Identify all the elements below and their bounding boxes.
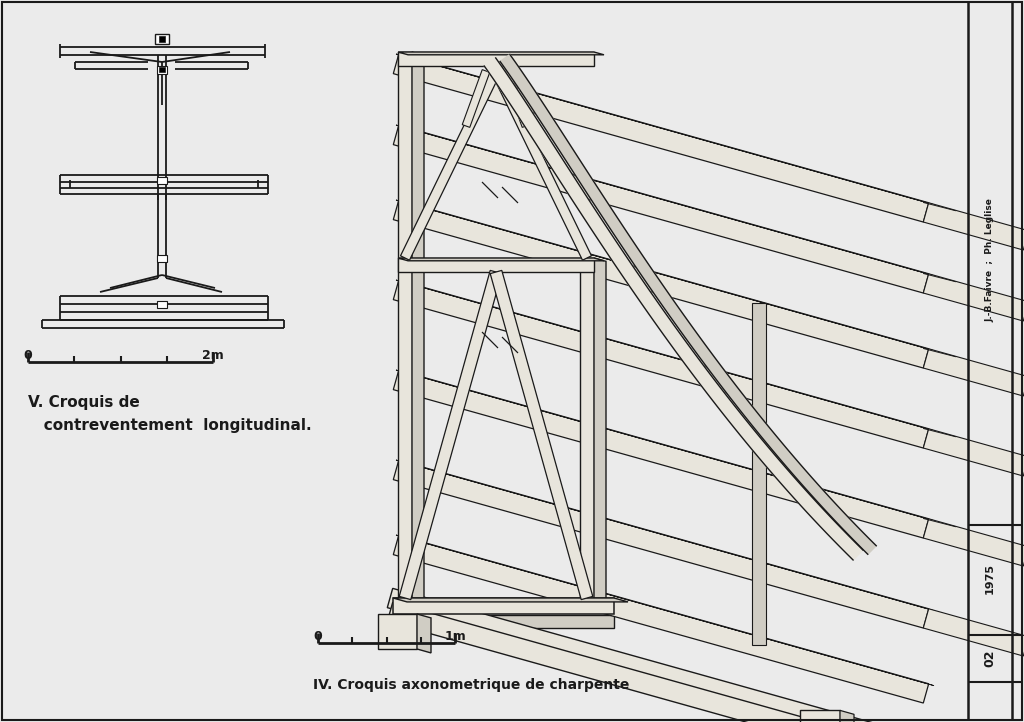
Polygon shape [924,429,1024,476]
Text: IV. Croquis axonometrique de charpente: IV. Croquis axonometrique de charpente [313,678,630,692]
Polygon shape [924,519,1024,566]
Bar [157,177,167,184]
Polygon shape [393,461,929,628]
Polygon shape [396,54,934,204]
Polygon shape [502,69,529,127]
Polygon shape [580,258,594,600]
Polygon shape [924,609,1024,656]
Polygon shape [752,303,766,645]
Polygon shape [387,588,923,722]
Text: 1975: 1975 [985,562,995,593]
Bar [159,36,165,42]
Polygon shape [417,614,431,653]
Polygon shape [393,370,929,538]
Polygon shape [492,69,592,260]
Bar [155,34,169,44]
Polygon shape [398,52,412,600]
Text: 0: 0 [313,630,323,643]
Polygon shape [412,52,424,604]
Text: 0: 0 [24,349,33,362]
Polygon shape [840,710,854,722]
Polygon shape [490,270,593,599]
Polygon shape [393,536,929,703]
Polygon shape [393,615,614,628]
Polygon shape [396,200,934,351]
Polygon shape [378,614,417,649]
Polygon shape [399,270,502,599]
Text: J.-B.Faivre  ;  Ph. Leglise: J.-B.Faivre ; Ph. Leglise [985,198,994,322]
Polygon shape [393,598,614,614]
Polygon shape [396,460,934,611]
Polygon shape [400,69,501,260]
Polygon shape [396,370,934,521]
Polygon shape [396,535,934,686]
Text: V. Croquis de: V. Croquis de [28,395,139,410]
Bar [157,66,167,74]
Polygon shape [484,58,863,560]
Polygon shape [393,280,929,448]
Polygon shape [393,201,929,368]
Polygon shape [924,203,1024,250]
Polygon shape [398,52,594,66]
Polygon shape [398,52,604,55]
Polygon shape [393,126,929,293]
Polygon shape [393,54,929,222]
Polygon shape [398,258,604,261]
Bar [157,301,167,308]
Polygon shape [800,710,840,722]
Polygon shape [398,258,594,272]
Bar [157,255,167,262]
Polygon shape [396,125,934,276]
Polygon shape [393,598,628,602]
Text: contreventement  longitudinal.: contreventement longitudinal. [28,418,311,433]
Polygon shape [462,69,489,127]
Polygon shape [924,349,1024,396]
Polygon shape [396,280,934,430]
Polygon shape [500,54,877,554]
Text: 1m: 1m [444,630,466,643]
Text: 02: 02 [983,649,996,666]
Polygon shape [818,718,942,722]
Text: 2m: 2m [202,349,224,362]
Bar [159,67,165,72]
Polygon shape [924,274,1024,321]
Polygon shape [387,602,923,722]
Polygon shape [594,258,606,604]
